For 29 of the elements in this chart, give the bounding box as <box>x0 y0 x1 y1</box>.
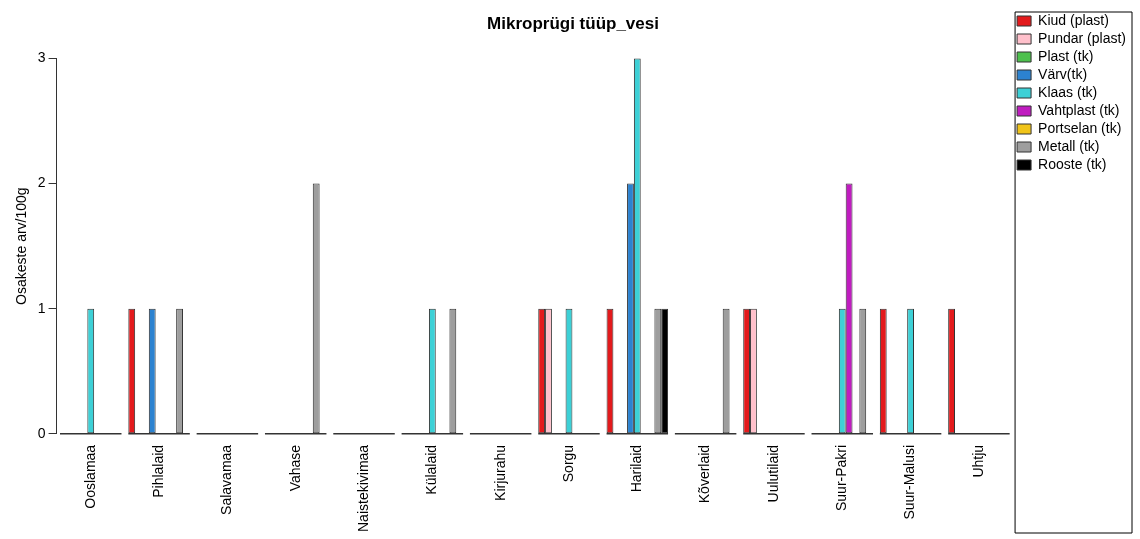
legend-label: Plast (tk) <box>1038 47 1094 64</box>
x-tick-label: Kõverlaid <box>696 444 713 504</box>
x-tick-label: Harilaid <box>628 444 645 493</box>
x-tick-label: Ooslamaa <box>81 444 98 509</box>
x-tick-label: Naistekivimaa <box>354 444 371 532</box>
legend-label: Rooste (tk) <box>1038 155 1107 172</box>
x-tick-label: Sorgu <box>559 444 576 483</box>
x-tick-label: Suur-Malusi <box>901 444 918 520</box>
x-tick-label: Uulutilaid <box>764 444 781 503</box>
legend-label: Värv(tk) <box>1038 65 1088 82</box>
legend-label: Vahtplast (tk) <box>1038 101 1120 118</box>
x-tick-label: Suur-Pakri <box>833 444 850 511</box>
legend-label: Metall (tk) <box>1038 137 1100 154</box>
x-tick-label: Vahase <box>286 444 303 492</box>
x-tick-label: Salavamaa <box>218 444 235 515</box>
y-tick-label: 0 <box>37 424 46 441</box>
x-tick-label: Pihlalaid <box>149 444 166 498</box>
legend-label: Kiud (plast) <box>1038 11 1109 28</box>
chart-title: Mikroprügi tüüp_vesi <box>487 13 659 33</box>
y-tick-label: 3 <box>37 49 46 66</box>
y-tick-label: 2 <box>37 174 46 191</box>
y-axis-title: Osakeste arv/100g <box>13 187 30 305</box>
x-tick-label: Kirjurahu <box>491 444 508 501</box>
legend-label: Portselan (tk) <box>1038 119 1122 136</box>
legend-label: Pundar (plast) <box>1038 29 1127 46</box>
legend-label: Klaas (tk) <box>1038 83 1098 100</box>
y-tick-label: 1 <box>37 299 46 316</box>
x-tick-label: Uhtju <box>969 444 986 478</box>
x-tick-label: Külalaid <box>423 444 440 495</box>
